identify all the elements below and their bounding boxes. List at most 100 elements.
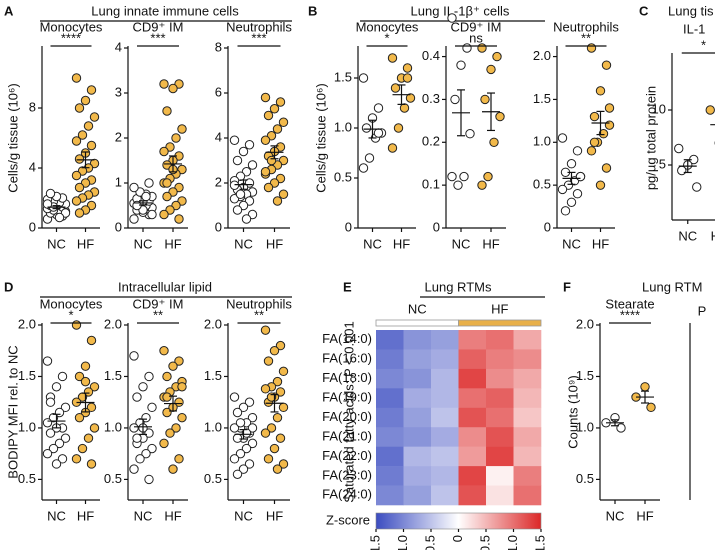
heatmap-cell (513, 330, 542, 350)
subplot-title: Stearate (605, 296, 654, 311)
group-title: Lung IL-1β⁺ cells (411, 3, 510, 18)
group-bar (375, 319, 459, 327)
heatmap-cell (486, 330, 514, 350)
data-point (89, 112, 100, 122)
heatmap-cell (513, 446, 542, 467)
data-point (71, 136, 82, 146)
y-tick-label: 4 (215, 129, 222, 144)
data-point (171, 423, 181, 433)
data-point (80, 376, 91, 387)
y-tick-label: 2 (215, 174, 222, 189)
data-point (247, 438, 258, 449)
data-point (129, 464, 139, 474)
data-point (373, 128, 384, 138)
x-tick-label: HF (164, 236, 181, 251)
data-point (71, 170, 82, 181)
heatmap-cell (513, 368, 542, 389)
data-point (260, 167, 271, 177)
data-point (86, 335, 97, 346)
data-point (272, 464, 283, 474)
heatmap-cell (431, 368, 459, 389)
colorbar-label: Z-score (326, 512, 370, 527)
data-point (489, 137, 499, 147)
heatmap-cell (513, 349, 542, 370)
data-point (269, 443, 280, 454)
y-tick-label: 8 (29, 99, 36, 114)
row-label: FA(22:0) (322, 448, 372, 463)
y-axis-label: Cells/g tissue (10⁶) (313, 83, 328, 192)
x-tick-label: HF (77, 236, 94, 251)
data-point (159, 146, 169, 157)
data-point (692, 182, 702, 192)
x-tick-label: NC (134, 236, 153, 251)
y-tick-label: 1.5 (104, 368, 122, 383)
heatmap-cell (403, 446, 432, 467)
data-point (241, 443, 252, 454)
x-tick-label: HF (77, 508, 94, 523)
data-point (144, 371, 154, 382)
data-point (235, 448, 246, 459)
y-tick-label: 1.0 (104, 419, 122, 434)
y-tick-label: 0.1 (422, 177, 440, 192)
subplot-title: Neutrophils (226, 296, 292, 311)
y-tick-label: 0 (544, 219, 551, 234)
data-point (48, 412, 59, 423)
colorbar-tick-label: 1.5 (532, 535, 547, 550)
heatmap-cell (431, 330, 459, 350)
row-label: FA(23:0) (322, 467, 372, 482)
heatmap-cell (513, 388, 542, 409)
data-point (229, 423, 240, 433)
data-point (86, 140, 97, 151)
data-point (83, 433, 94, 443)
data-point (566, 159, 577, 169)
y-tick-label: 1.5 (533, 91, 551, 106)
data-point (71, 454, 82, 464)
data-point (480, 94, 490, 105)
data-point (244, 140, 255, 150)
data-point (86, 459, 97, 469)
heatmap-cell (458, 407, 487, 428)
data-point (42, 356, 53, 366)
y-tick-label: 8 (215, 39, 222, 54)
data-point (132, 392, 142, 402)
data-point (263, 454, 274, 464)
significance-label: **** (61, 30, 81, 45)
heatmap-cell (403, 330, 432, 350)
data-point (162, 392, 172, 402)
data-point (162, 191, 172, 202)
heatmap-cell (458, 485, 487, 506)
data-point (263, 110, 274, 121)
heatmap-cell (486, 446, 514, 467)
data-point (177, 412, 187, 423)
data-point (278, 459, 289, 469)
y-tick-label: 2.0 (104, 316, 122, 331)
data-point (138, 382, 148, 392)
data-point (241, 428, 252, 438)
data-point (54, 438, 65, 449)
group-label: NC (408, 301, 427, 316)
y-tick-label: 2.0 (204, 316, 222, 331)
data-point (177, 124, 187, 134)
data-point (147, 209, 157, 220)
colorbar-tick-label: −0.5 (422, 535, 437, 550)
row-label: FA(14:0) (322, 331, 372, 346)
data-point (74, 208, 85, 218)
heatmap-cell (403, 485, 432, 506)
data-point (358, 73, 369, 83)
subplot-title: CD9⁺ IM (133, 296, 184, 311)
data-point (71, 320, 82, 330)
data-point (275, 340, 286, 351)
y-tick-label: 1 (115, 174, 122, 189)
significance-label: * (68, 307, 73, 322)
heatmap-cell (403, 368, 432, 389)
heatmap-cell (431, 407, 459, 428)
data-point (601, 163, 612, 173)
data-point (247, 160, 258, 170)
panel-letter: F (563, 279, 571, 294)
heatmap-cell (403, 388, 432, 409)
data-point (616, 423, 626, 433)
data-point (80, 361, 91, 371)
y-tick-label: 1.5 (204, 368, 222, 383)
y-tick-label: 3 (115, 84, 122, 99)
data-point (147, 402, 157, 413)
